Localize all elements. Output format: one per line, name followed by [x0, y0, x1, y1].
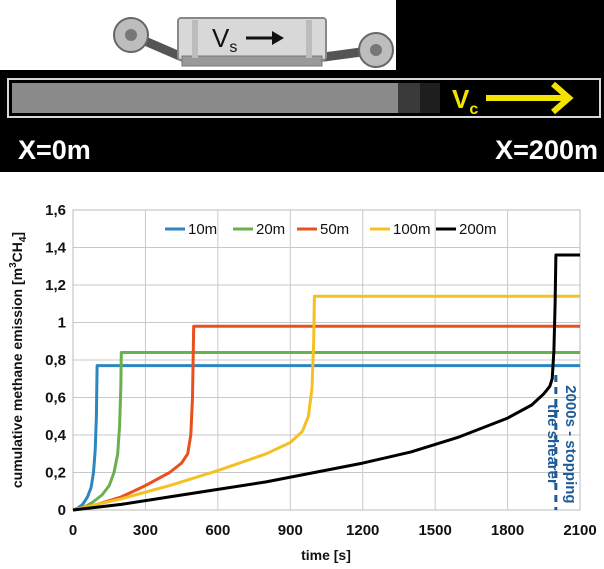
end-position-label: X=200m	[495, 135, 598, 165]
x-tick-label: 1800	[491, 522, 524, 539]
x-tick-labels: 0 300 600 900 1200 1500 1800 2100	[69, 522, 597, 539]
y-tick-label: 0,4	[45, 427, 67, 444]
legend-item-100m: 100m	[370, 221, 431, 238]
annotation-line-2: the shearer	[544, 404, 561, 485]
legend-item-200m: 200m	[436, 221, 497, 238]
y-tick-label: 0,8	[45, 352, 66, 369]
y-tick-label: 1,4	[45, 240, 67, 257]
methane-emission-chart: 2000s - stopping the shearer 0 300 600 900 1…	[8, 202, 597, 563]
shearer-direction-arrow-icon	[246, 31, 284, 45]
x-tick-label: 900	[278, 522, 303, 539]
conveyor-direction-arrow-icon	[486, 81, 574, 115]
conveyor-transition-pattern	[398, 83, 440, 113]
legend-label: 50m	[320, 221, 349, 238]
y-tick-label: 1	[58, 315, 66, 332]
x-tick-label: 1200	[346, 522, 379, 539]
legend-label: 20m	[256, 221, 285, 238]
x-tick-label: 300	[133, 522, 158, 539]
legend-item-20m: 20m	[233, 221, 285, 238]
conveyor-mined-section	[12, 83, 398, 113]
x-tick-label: 0	[69, 522, 77, 539]
chart-gridlines	[72, 209, 581, 511]
legend-label: 100m	[393, 221, 431, 238]
x-tick-label: 600	[205, 522, 230, 539]
legend-item-50m: 50m	[297, 221, 349, 238]
y-axis-title: cumulative methane emission [m3CH4]	[8, 232, 29, 488]
longwall-scene: Vs Vc X=0m X=200m	[0, 0, 604, 172]
start-position-label: X=0m	[18, 135, 91, 165]
series-line-200m	[72, 253, 580, 512]
y-tick-label: 0	[58, 502, 66, 519]
series-lines	[72, 253, 580, 512]
y-tick-label: 0,6	[45, 390, 66, 407]
legend-label: 200m	[459, 221, 497, 238]
x-tick-label: 1500	[418, 522, 451, 539]
y-tick-label: 1,2	[45, 277, 66, 294]
legend-item-10m: 10m	[165, 221, 217, 238]
conveyor-velocity-label: Vc	[452, 84, 478, 118]
series-line-10m	[72, 364, 580, 512]
shearer-velocity-label: Vs	[212, 23, 237, 56]
unmined-block	[396, 0, 604, 74]
annotation-group: 2000s - stopping the shearer	[544, 375, 579, 510]
y-tick-labels: 0 0,2 0,4 0,6 0,8 1 1,2 1,4 1,6	[45, 202, 67, 519]
x-axis-title: time [s]	[301, 547, 351, 563]
x-tick-label: 2100	[563, 522, 596, 539]
legend: 10m 20m 50m 100m 200m	[165, 221, 497, 238]
series-line-20m	[72, 351, 580, 512]
legend-label: 10m	[188, 221, 217, 238]
series-line-100m	[72, 294, 580, 512]
y-tick-label: 1,6	[45, 202, 66, 219]
y-tick-label: 0,2	[45, 465, 66, 482]
plot-area-frame	[72, 209, 581, 511]
annotation-line-1: 2000s - stopping	[562, 385, 579, 503]
